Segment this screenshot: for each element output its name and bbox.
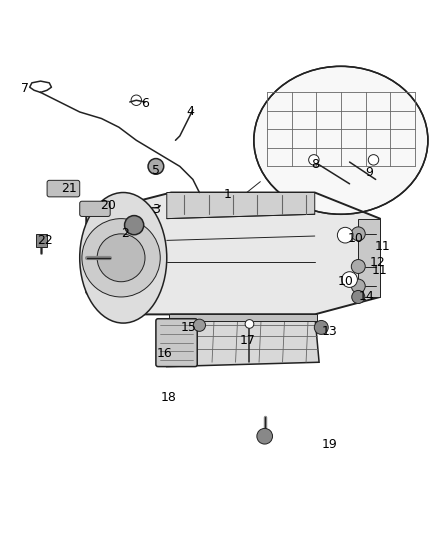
Text: 14: 14 — [359, 290, 375, 303]
Ellipse shape — [254, 66, 428, 214]
Text: 17: 17 — [239, 334, 255, 347]
Circle shape — [352, 290, 365, 303]
Polygon shape — [358, 219, 380, 297]
Text: 10: 10 — [348, 232, 364, 245]
Polygon shape — [169, 314, 317, 321]
Bar — [36, 234, 47, 247]
FancyBboxPatch shape — [80, 201, 110, 216]
Circle shape — [309, 155, 319, 165]
Text: 19: 19 — [322, 439, 338, 451]
Circle shape — [245, 320, 254, 328]
Text: 9: 9 — [365, 166, 373, 180]
Circle shape — [342, 272, 357, 287]
FancyBboxPatch shape — [156, 319, 197, 367]
Circle shape — [351, 260, 365, 273]
Text: 20: 20 — [100, 199, 116, 212]
Circle shape — [351, 227, 365, 241]
Text: 8: 8 — [311, 158, 319, 171]
Circle shape — [368, 155, 379, 165]
Text: 12: 12 — [370, 256, 386, 269]
Text: 22: 22 — [37, 234, 53, 247]
Polygon shape — [167, 192, 315, 219]
Polygon shape — [86, 192, 380, 314]
Ellipse shape — [80, 192, 167, 323]
Text: 11: 11 — [374, 240, 390, 253]
Text: 3: 3 — [152, 204, 160, 216]
FancyBboxPatch shape — [47, 180, 80, 197]
Text: 2: 2 — [121, 228, 129, 240]
Text: 4: 4 — [187, 106, 194, 118]
Circle shape — [314, 320, 328, 334]
Text: 21: 21 — [61, 182, 77, 195]
Circle shape — [257, 429, 272, 444]
Circle shape — [148, 158, 164, 174]
Text: 15: 15 — [180, 321, 197, 334]
Text: 10: 10 — [337, 275, 353, 288]
Circle shape — [351, 279, 365, 293]
Text: 11: 11 — [372, 264, 388, 277]
Text: 5: 5 — [152, 164, 160, 177]
Text: 1: 1 — [224, 188, 232, 201]
Polygon shape — [167, 314, 319, 367]
Circle shape — [193, 319, 205, 332]
Circle shape — [124, 215, 144, 235]
Circle shape — [97, 234, 145, 282]
Text: 7: 7 — [21, 82, 29, 94]
Circle shape — [82, 219, 160, 297]
Text: 13: 13 — [322, 325, 338, 338]
Text: 18: 18 — [161, 391, 177, 403]
Circle shape — [337, 228, 353, 243]
Text: 16: 16 — [157, 347, 173, 360]
Text: 6: 6 — [141, 97, 149, 110]
